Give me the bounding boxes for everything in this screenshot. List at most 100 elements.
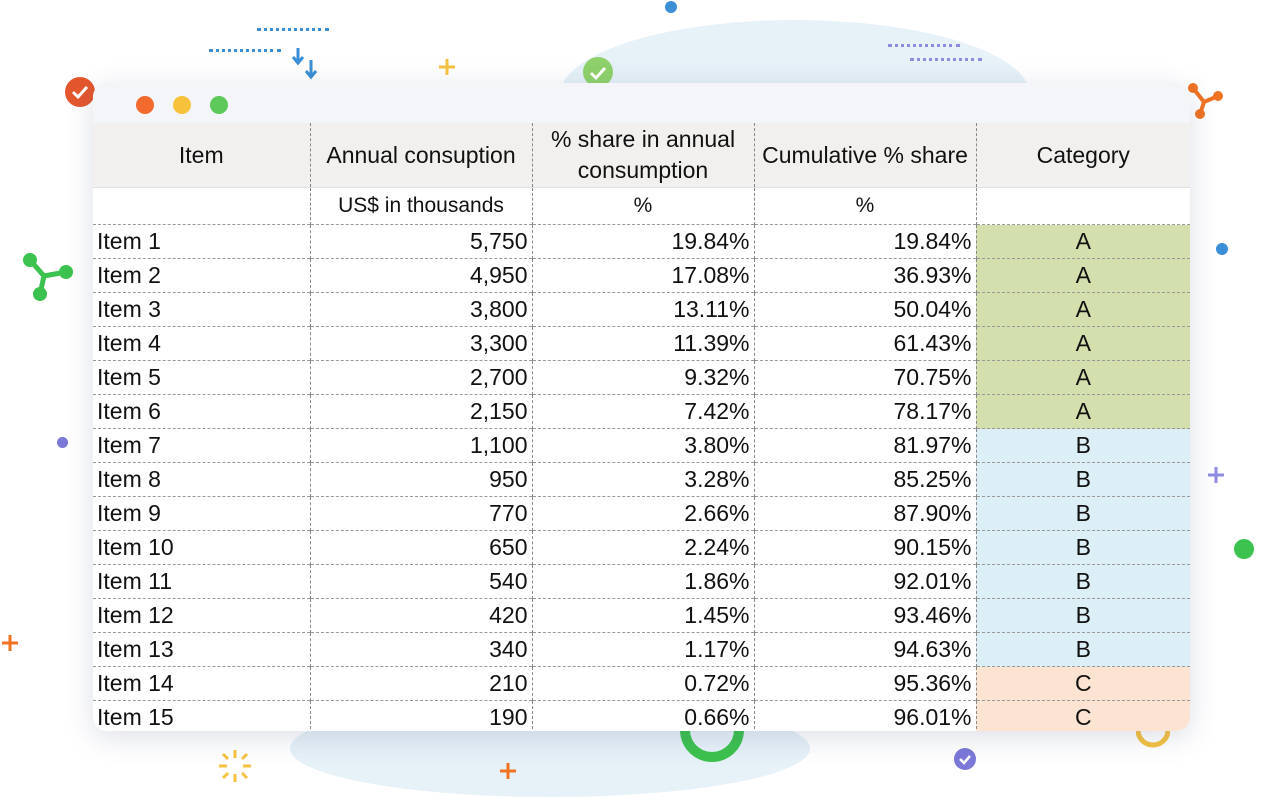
check-badge-icon bbox=[65, 77, 95, 107]
cell-share: 1.17% bbox=[531, 632, 754, 667]
table-row: Item 8 950 3.28% 85.25% B bbox=[93, 462, 1190, 497]
cell-item: Item 10 bbox=[93, 530, 310, 565]
cell-category: B bbox=[975, 530, 1190, 565]
units-row: US$ in thousands % % bbox=[93, 187, 1190, 225]
cell-annual-consumption: 2,700 bbox=[309, 360, 532, 395]
cell-category: B bbox=[975, 496, 1190, 531]
table-row: Item 13 340 1.17% 94.63% B bbox=[93, 632, 1190, 667]
unit-annual-consumption: US$ in thousands bbox=[309, 187, 532, 225]
cell-category: A bbox=[975, 224, 1190, 259]
cell-annual-consumption: 420 bbox=[309, 598, 532, 633]
cell-share: 1.45% bbox=[531, 598, 754, 633]
cell-category: A bbox=[975, 394, 1190, 429]
cell-item: Item 2 bbox=[93, 258, 310, 293]
dot-decoration bbox=[665, 1, 677, 13]
cell-annual-consumption: 2,150 bbox=[309, 394, 532, 429]
table-body: Item 1 5,750 19.84% 19.84% A Item 2 4,950 17.08… bbox=[93, 224, 1190, 731]
table-row: Item 3 3,800 13.11% 50.04% A bbox=[93, 292, 1190, 327]
cell-item: Item 15 bbox=[93, 700, 310, 731]
cell-category: A bbox=[975, 258, 1190, 293]
unit-category bbox=[975, 187, 1190, 225]
cell-category: B bbox=[975, 428, 1190, 463]
cell-share: 7.42% bbox=[531, 394, 754, 429]
cell-share: 0.72% bbox=[531, 666, 754, 701]
cell-item: Item 13 bbox=[93, 632, 310, 667]
cell-cumulative-share: 96.01% bbox=[753, 700, 976, 731]
table-row: Item 10 650 2.24% 90.15% B bbox=[93, 530, 1190, 565]
dotted-line-decoration bbox=[209, 49, 281, 52]
minimize-window-button[interactable] bbox=[173, 96, 191, 114]
cell-item: Item 12 bbox=[93, 598, 310, 633]
cell-share: 3.28% bbox=[531, 462, 754, 497]
cell-annual-consumption: 3,300 bbox=[309, 326, 532, 361]
unit-item bbox=[93, 187, 310, 225]
cell-item: Item 7 bbox=[93, 428, 310, 463]
spreadsheet-window: Item Annual consuption % share in annual… bbox=[93, 83, 1190, 731]
share-nodes-icon bbox=[23, 253, 73, 301]
cell-annual-consumption: 190 bbox=[309, 700, 532, 731]
cell-annual-consumption: 5,750 bbox=[309, 224, 532, 259]
cell-share: 3.80% bbox=[531, 428, 754, 463]
table-row: Item 5 2,700 9.32% 70.75% A bbox=[93, 360, 1190, 395]
cell-annual-consumption: 650 bbox=[309, 530, 532, 565]
dot-decoration bbox=[57, 437, 68, 448]
table-row: Item 14 210 0.72% 95.36% C bbox=[93, 666, 1190, 701]
check-badge-icon bbox=[583, 57, 613, 87]
cell-annual-consumption: 770 bbox=[309, 496, 532, 531]
cell-annual-consumption: 540 bbox=[309, 564, 532, 599]
cell-cumulative-share: 90.15% bbox=[753, 530, 976, 565]
check-badge-icon bbox=[954, 748, 976, 770]
cell-annual-consumption: 4,950 bbox=[309, 258, 532, 293]
column-header-category: Category bbox=[975, 123, 1190, 188]
cell-cumulative-share: 50.04% bbox=[753, 292, 976, 327]
cell-cumulative-share: 92.01% bbox=[753, 564, 976, 599]
cell-category: B bbox=[975, 462, 1190, 497]
cell-cumulative-share: 95.36% bbox=[753, 666, 976, 701]
cell-category: A bbox=[975, 360, 1190, 395]
cell-share: 0.66% bbox=[531, 700, 754, 731]
cell-category: C bbox=[975, 700, 1190, 731]
cell-share: 1.86% bbox=[531, 564, 754, 599]
cell-category: B bbox=[975, 632, 1190, 667]
table-row: Item 12 420 1.45% 93.46% B bbox=[93, 598, 1190, 633]
dot-decoration bbox=[1234, 539, 1254, 559]
table-row: Item 4 3,300 11.39% 61.43% A bbox=[93, 326, 1190, 361]
cell-annual-consumption: 340 bbox=[309, 632, 532, 667]
cell-annual-consumption: 1,100 bbox=[309, 428, 532, 463]
header-row: Item Annual consuption % share in annual… bbox=[93, 123, 1190, 188]
cell-item: Item 3 bbox=[93, 292, 310, 327]
table-row: Item 9 770 2.66% 87.90% B bbox=[93, 496, 1190, 531]
cell-share: 9.32% bbox=[531, 360, 754, 395]
abc-analysis-table: Item Annual consuption % share in annual… bbox=[93, 123, 1190, 731]
cell-category: C bbox=[975, 666, 1190, 701]
gear-icon bbox=[680, 730, 744, 762]
table-row: Item 11 540 1.86% 92.01% B bbox=[93, 564, 1190, 599]
table-row: Item 15 190 0.66% 96.01% C bbox=[93, 700, 1190, 731]
unit-cumulative-share: % bbox=[753, 187, 976, 225]
cell-item: Item 9 bbox=[93, 496, 310, 531]
cell-share: 19.84% bbox=[531, 224, 754, 259]
plus-icon bbox=[1208, 467, 1224, 483]
cell-cumulative-share: 94.63% bbox=[753, 632, 976, 667]
cell-share: 2.24% bbox=[531, 530, 754, 565]
table-row: Item 7 1,100 3.80% 81.97% B bbox=[93, 428, 1190, 463]
cell-cumulative-share: 85.25% bbox=[753, 462, 976, 497]
window-titlebar bbox=[93, 83, 1190, 127]
column-header-annual-consumption: Annual consuption bbox=[309, 123, 532, 188]
dotted-line-decoration bbox=[257, 28, 329, 31]
cell-category: A bbox=[975, 292, 1190, 327]
cell-share: 17.08% bbox=[531, 258, 754, 293]
close-window-button[interactable] bbox=[136, 96, 154, 114]
cell-annual-consumption: 950 bbox=[309, 462, 532, 497]
cell-share: 13.11% bbox=[531, 292, 754, 327]
share-nodes-icon bbox=[1188, 83, 1223, 119]
cell-item: Item 5 bbox=[93, 360, 310, 395]
dotted-line-decoration bbox=[888, 44, 960, 47]
maximize-window-button[interactable] bbox=[210, 96, 228, 114]
unit-share: % bbox=[531, 187, 754, 225]
cell-item: Item 14 bbox=[93, 666, 310, 701]
table-row: Item 1 5,750 19.84% 19.84% A bbox=[93, 224, 1190, 259]
cell-share: 2.66% bbox=[531, 496, 754, 531]
cell-cumulative-share: 70.75% bbox=[753, 360, 976, 395]
column-header-item: Item bbox=[93, 123, 310, 188]
